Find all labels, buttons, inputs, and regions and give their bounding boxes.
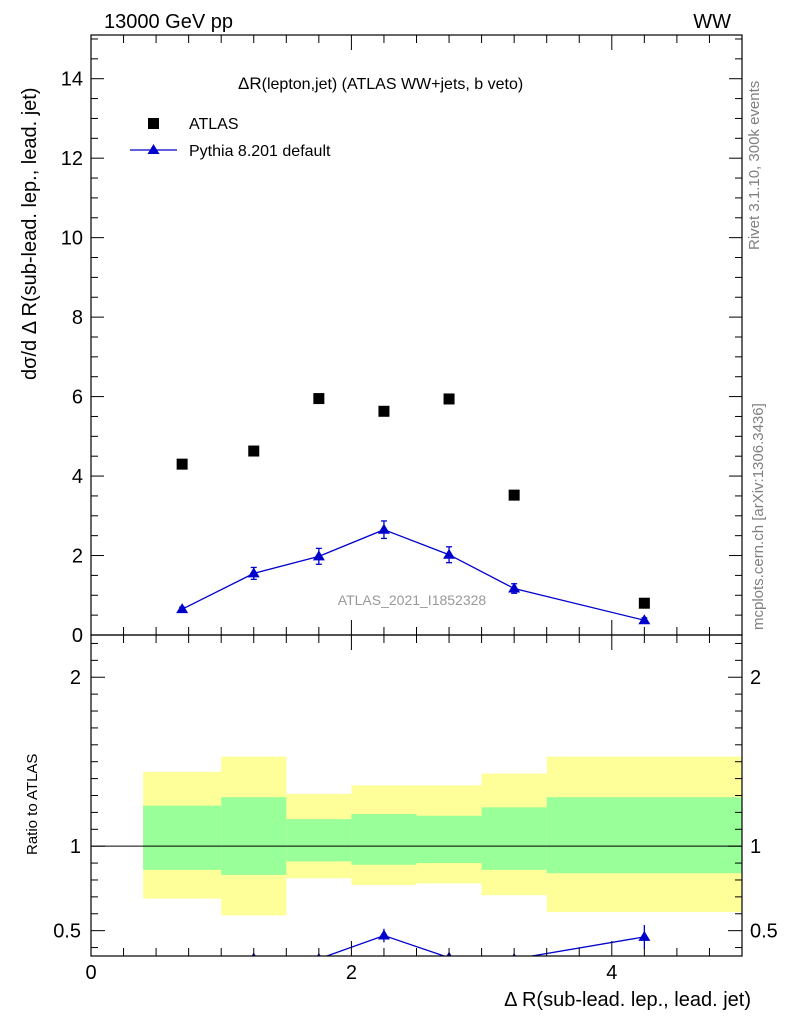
main-y-tick-label: 4 — [72, 466, 83, 488]
main-y-tick-label: 0 — [72, 625, 83, 647]
ratio-y-axis-label: Ratio to ATLAS — [24, 754, 41, 855]
main-y-tick-label: 6 — [72, 387, 83, 409]
atlas-point — [176, 458, 188, 470]
ratio-y-tick-label-right: 0.5 — [750, 921, 778, 943]
legend: ATLAS Pythia 8.201 default — [130, 116, 331, 160]
main-plot-title: ΔR(lepton,jet) (ATLAS WW+jets, b veto) — [238, 74, 523, 93]
x-axis-label: Δ R(sub-lead. lep., lead. jet) — [504, 989, 751, 1011]
ratio-inner-band-2 — [286, 819, 352, 862]
pythia-point — [247, 567, 260, 578]
legend-atlas-marker — [148, 118, 159, 129]
atlas-point — [248, 445, 260, 457]
legend-pythia-marker — [147, 144, 160, 154]
main-y-axis-label: dσ/d Δ R(sub-lead. lep., lead. jet) — [19, 87, 41, 380]
rivet-version-label: Rivet 3.1.10, 300k events — [746, 81, 763, 250]
ratio-pythia-point — [377, 929, 390, 940]
ratio-y-tick-label-left: 2 — [70, 667, 81, 689]
main-y-tick-label: 2 — [72, 546, 83, 568]
pythia-point — [377, 523, 390, 534]
legend-pythia-label: Pythia 8.201 default — [189, 143, 331, 160]
header-energy-label: 13000 GeV pp — [104, 11, 233, 33]
ratio-inner-band-5 — [481, 807, 547, 870]
ratio-plot-axes: 0 2 4 0.5 0.5 1 1 2 2 — [53, 634, 778, 984]
pythia-point — [176, 603, 189, 614]
atlas-point — [378, 405, 390, 417]
mcplots-reference-label: mcplots.cern.ch [arXiv:1306.3436] — [750, 403, 767, 630]
pythia-point — [638, 614, 651, 625]
header-process-label: WW — [693, 11, 731, 33]
ratio-pythia-line — [324, 934, 645, 956]
ratio-plot-panel: 0 2 4 0.5 0.5 1 1 2 2 Ratio to ATLAS Δ R(sub-lea… — [24, 634, 778, 1011]
x-tick-label: 0 — [85, 962, 96, 984]
ratio-pythia-point — [638, 930, 651, 941]
main-y-tick-label: 8 — [72, 307, 83, 329]
analysis-watermark: ATLAS_2021_I1852328 — [338, 592, 487, 608]
ratio-pythia-point — [176, 984, 188, 994]
ratio-inner-band-3 — [351, 814, 417, 865]
x-tick-label: 2 — [346, 962, 357, 984]
title-main: ΔR — [238, 74, 262, 93]
ratio-y-tick-label-right: 1 — [750, 836, 761, 858]
ratio-y-tick-label-left: 0.5 — [53, 921, 81, 943]
atlas-point — [638, 597, 650, 609]
ratio-y-tick-label-left: 1 — [70, 836, 81, 858]
pythia-point — [508, 582, 521, 593]
ratio-y-tick-label-right: 2 — [750, 667, 761, 689]
main-plot-panel: 0 2 4 6 8 10 12 14 ΔR(lepton,jet) (ATLAS WW+jet… — [19, 34, 743, 647]
ratio-inner-band-4 — [416, 815, 482, 864]
main-plot-axes: 0 2 4 6 8 10 12 14 — [61, 34, 743, 647]
main-y-tick-label: 14 — [61, 69, 83, 91]
title-sub: (lepton,jet) (ATLAS WW+jets, b veto) — [262, 76, 524, 93]
ratio-inner-band-6 — [546, 797, 742, 874]
ratio-inner-band-1 — [221, 797, 287, 875]
main-y-tick-label: 12 — [61, 148, 83, 170]
ratio-inner-band-0 — [143, 805, 222, 870]
atlas-point — [313, 393, 325, 405]
main-y-tick-label: 10 — [61, 228, 83, 250]
pythia-point — [312, 550, 325, 561]
ratio-plot-marks — [91, 756, 742, 994]
legend-atlas-label: ATLAS — [189, 116, 239, 133]
main-plot-marks — [176, 393, 651, 625]
atlas-point — [443, 393, 455, 405]
x-tick-label: 4 — [606, 962, 617, 984]
pythia-point — [443, 548, 456, 559]
atlas-point — [508, 489, 520, 501]
